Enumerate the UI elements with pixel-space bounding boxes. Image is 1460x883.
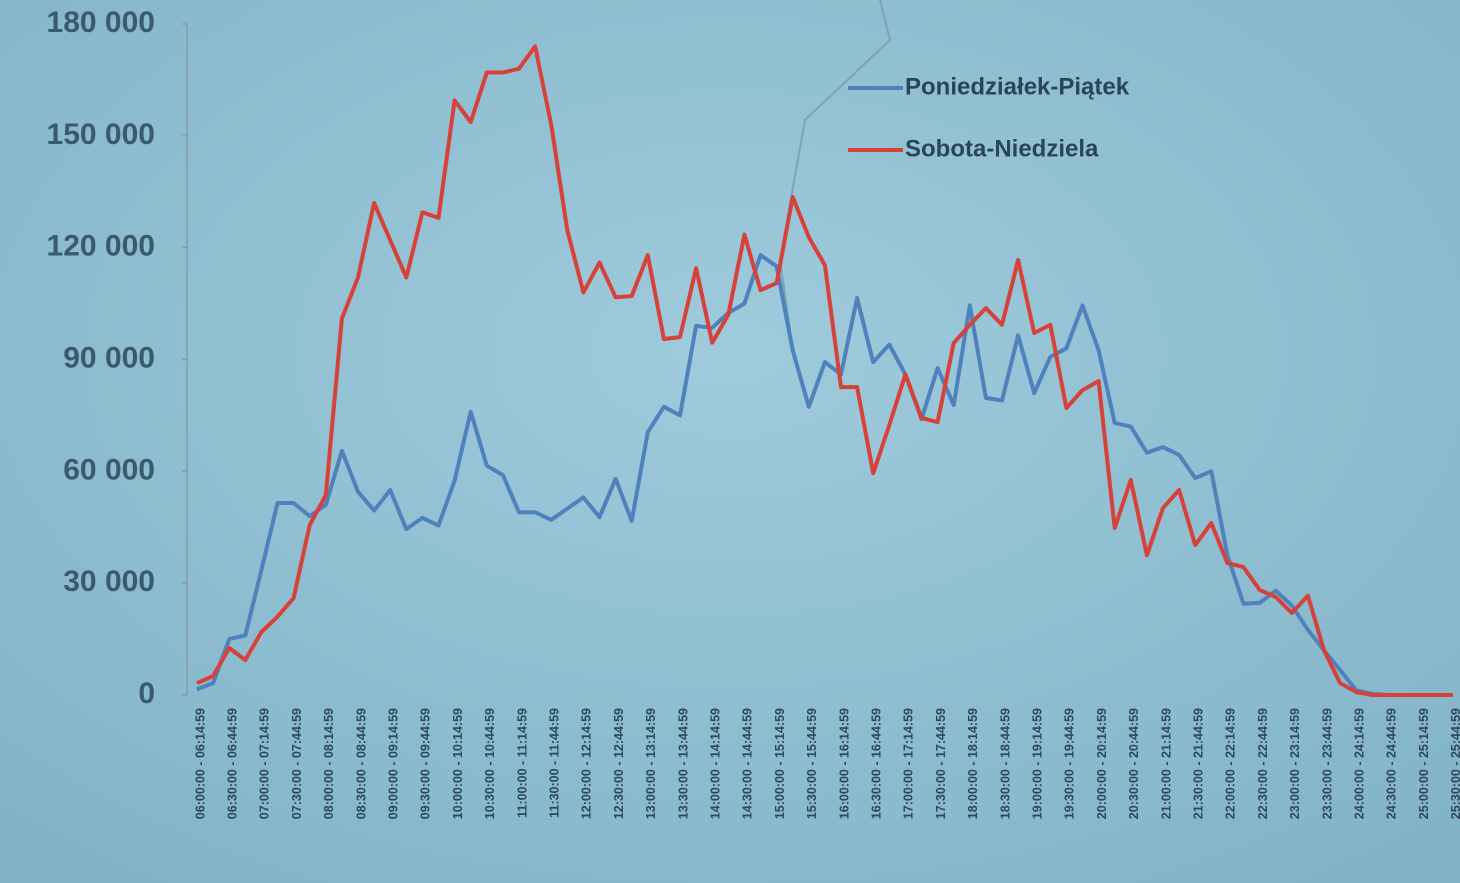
data-line <box>196 44 1453 697</box>
x-tick-label: 21:30:00 - 21:44:59 <box>1191 708 1205 819</box>
x-tick-label: 09:30:00 - 09:44:59 <box>419 708 433 819</box>
x-tick-label: 09:00:00 - 09:14:59 <box>386 708 400 819</box>
x-tick-label: 17:00:00 - 17:14:59 <box>902 708 916 819</box>
x-tick-label: 16:00:00 - 16:14:59 <box>837 708 851 819</box>
x-tick-label: 20:00:00 - 20:14:59 <box>1095 708 1109 819</box>
legend: Poniedziałek-Piątek Sobota-Niedziela <box>848 73 1130 162</box>
x-tick-label: 12:00:00 - 12:14:59 <box>580 708 594 819</box>
x-tick-label: 25:30:00 - 25:44:59 <box>1449 708 1460 819</box>
y-tick-label: 60 000 <box>63 453 155 486</box>
x-tick-label: 11:00:00 - 11:14:59 <box>515 708 529 818</box>
y-tick-label: 120 000 <box>47 230 155 263</box>
x-tick-label: 14:00:00 - 14:14:59 <box>708 708 722 819</box>
x-tick-label: 12:30:00 - 12:44:59 <box>612 708 626 819</box>
x-tick-label: 22:30:00 - 22:44:59 <box>1256 708 1270 819</box>
y-tick-label: 180 000 <box>47 6 155 39</box>
legend-label: Sobota-Niedziela <box>905 135 1099 162</box>
x-tick-label: 16:30:00 - 16:44:59 <box>869 708 883 819</box>
x-tick-label: 21:00:00 - 21:14:59 <box>1159 708 1173 819</box>
x-tick-label: 17:30:00 - 17:44:59 <box>934 708 948 819</box>
x-tick-label: 07:00:00 - 07:14:59 <box>258 708 272 819</box>
x-tick-label: 13:00:00 - 13:14:59 <box>644 708 658 819</box>
x-tick-label: 08:30:00 - 08:44:59 <box>354 708 368 819</box>
x-tick-label: 19:30:00 - 19:44:59 <box>1063 708 1077 819</box>
x-tick-label: 13:30:00 - 13:44:59 <box>676 708 690 819</box>
x-tick-label: 15:30:00 - 15:44:59 <box>805 708 819 819</box>
x-tick-label: 24:00:00 - 24:14:59 <box>1352 708 1366 819</box>
x-tick-label: 11:30:00 - 11:44:59 <box>547 708 561 818</box>
x-tick-label: 14:30:00 - 14:44:59 <box>741 708 755 819</box>
x-tick-label: 10:30:00 - 10:44:59 <box>483 708 497 819</box>
x-tick-label: 24:30:00 - 24:44:59 <box>1385 708 1399 819</box>
y-tick-label: 150 000 <box>47 118 155 151</box>
x-tick-label: 15:00:00 - 15:14:59 <box>773 708 787 819</box>
y-tick-label: 90 000 <box>63 341 155 374</box>
legend-label: Poniedziałek-Piątek <box>905 73 1130 100</box>
x-tick-label: 22:00:00 - 22:14:59 <box>1224 708 1238 819</box>
x-tick-label: 23:00:00 - 23:14:59 <box>1288 708 1302 819</box>
y-tick-label: 30 000 <box>63 565 155 598</box>
x-tick-label: 18:00:00 - 18:14:59 <box>966 708 980 819</box>
x-tick-label: 08:00:00 - 08:14:59 <box>322 708 336 819</box>
x-tick-label: 10:00:00 - 10:14:59 <box>451 708 465 819</box>
x-tick-label: 06:30:00 - 06:44:59 <box>225 708 239 819</box>
x-tick-label: 23:30:00 - 23:44:59 <box>1320 708 1334 819</box>
x-tick-label: 07:30:00 - 07:44:59 <box>290 708 304 819</box>
x-tick-label: 20:30:00 - 20:44:59 <box>1127 708 1141 819</box>
x-tick-label: 19:00:00 - 19:14:59 <box>1030 708 1044 819</box>
x-tick-label: 06:00:00 - 06:14:59 <box>193 708 207 819</box>
y-tick-label: 0 <box>138 677 155 710</box>
x-tick-label: 18:30:00 - 18:44:59 <box>998 708 1012 819</box>
x-tick-label: 25:00:00 - 25:14:59 <box>1417 708 1431 819</box>
texture <box>778 0 892 331</box>
data-line <box>196 253 1453 697</box>
